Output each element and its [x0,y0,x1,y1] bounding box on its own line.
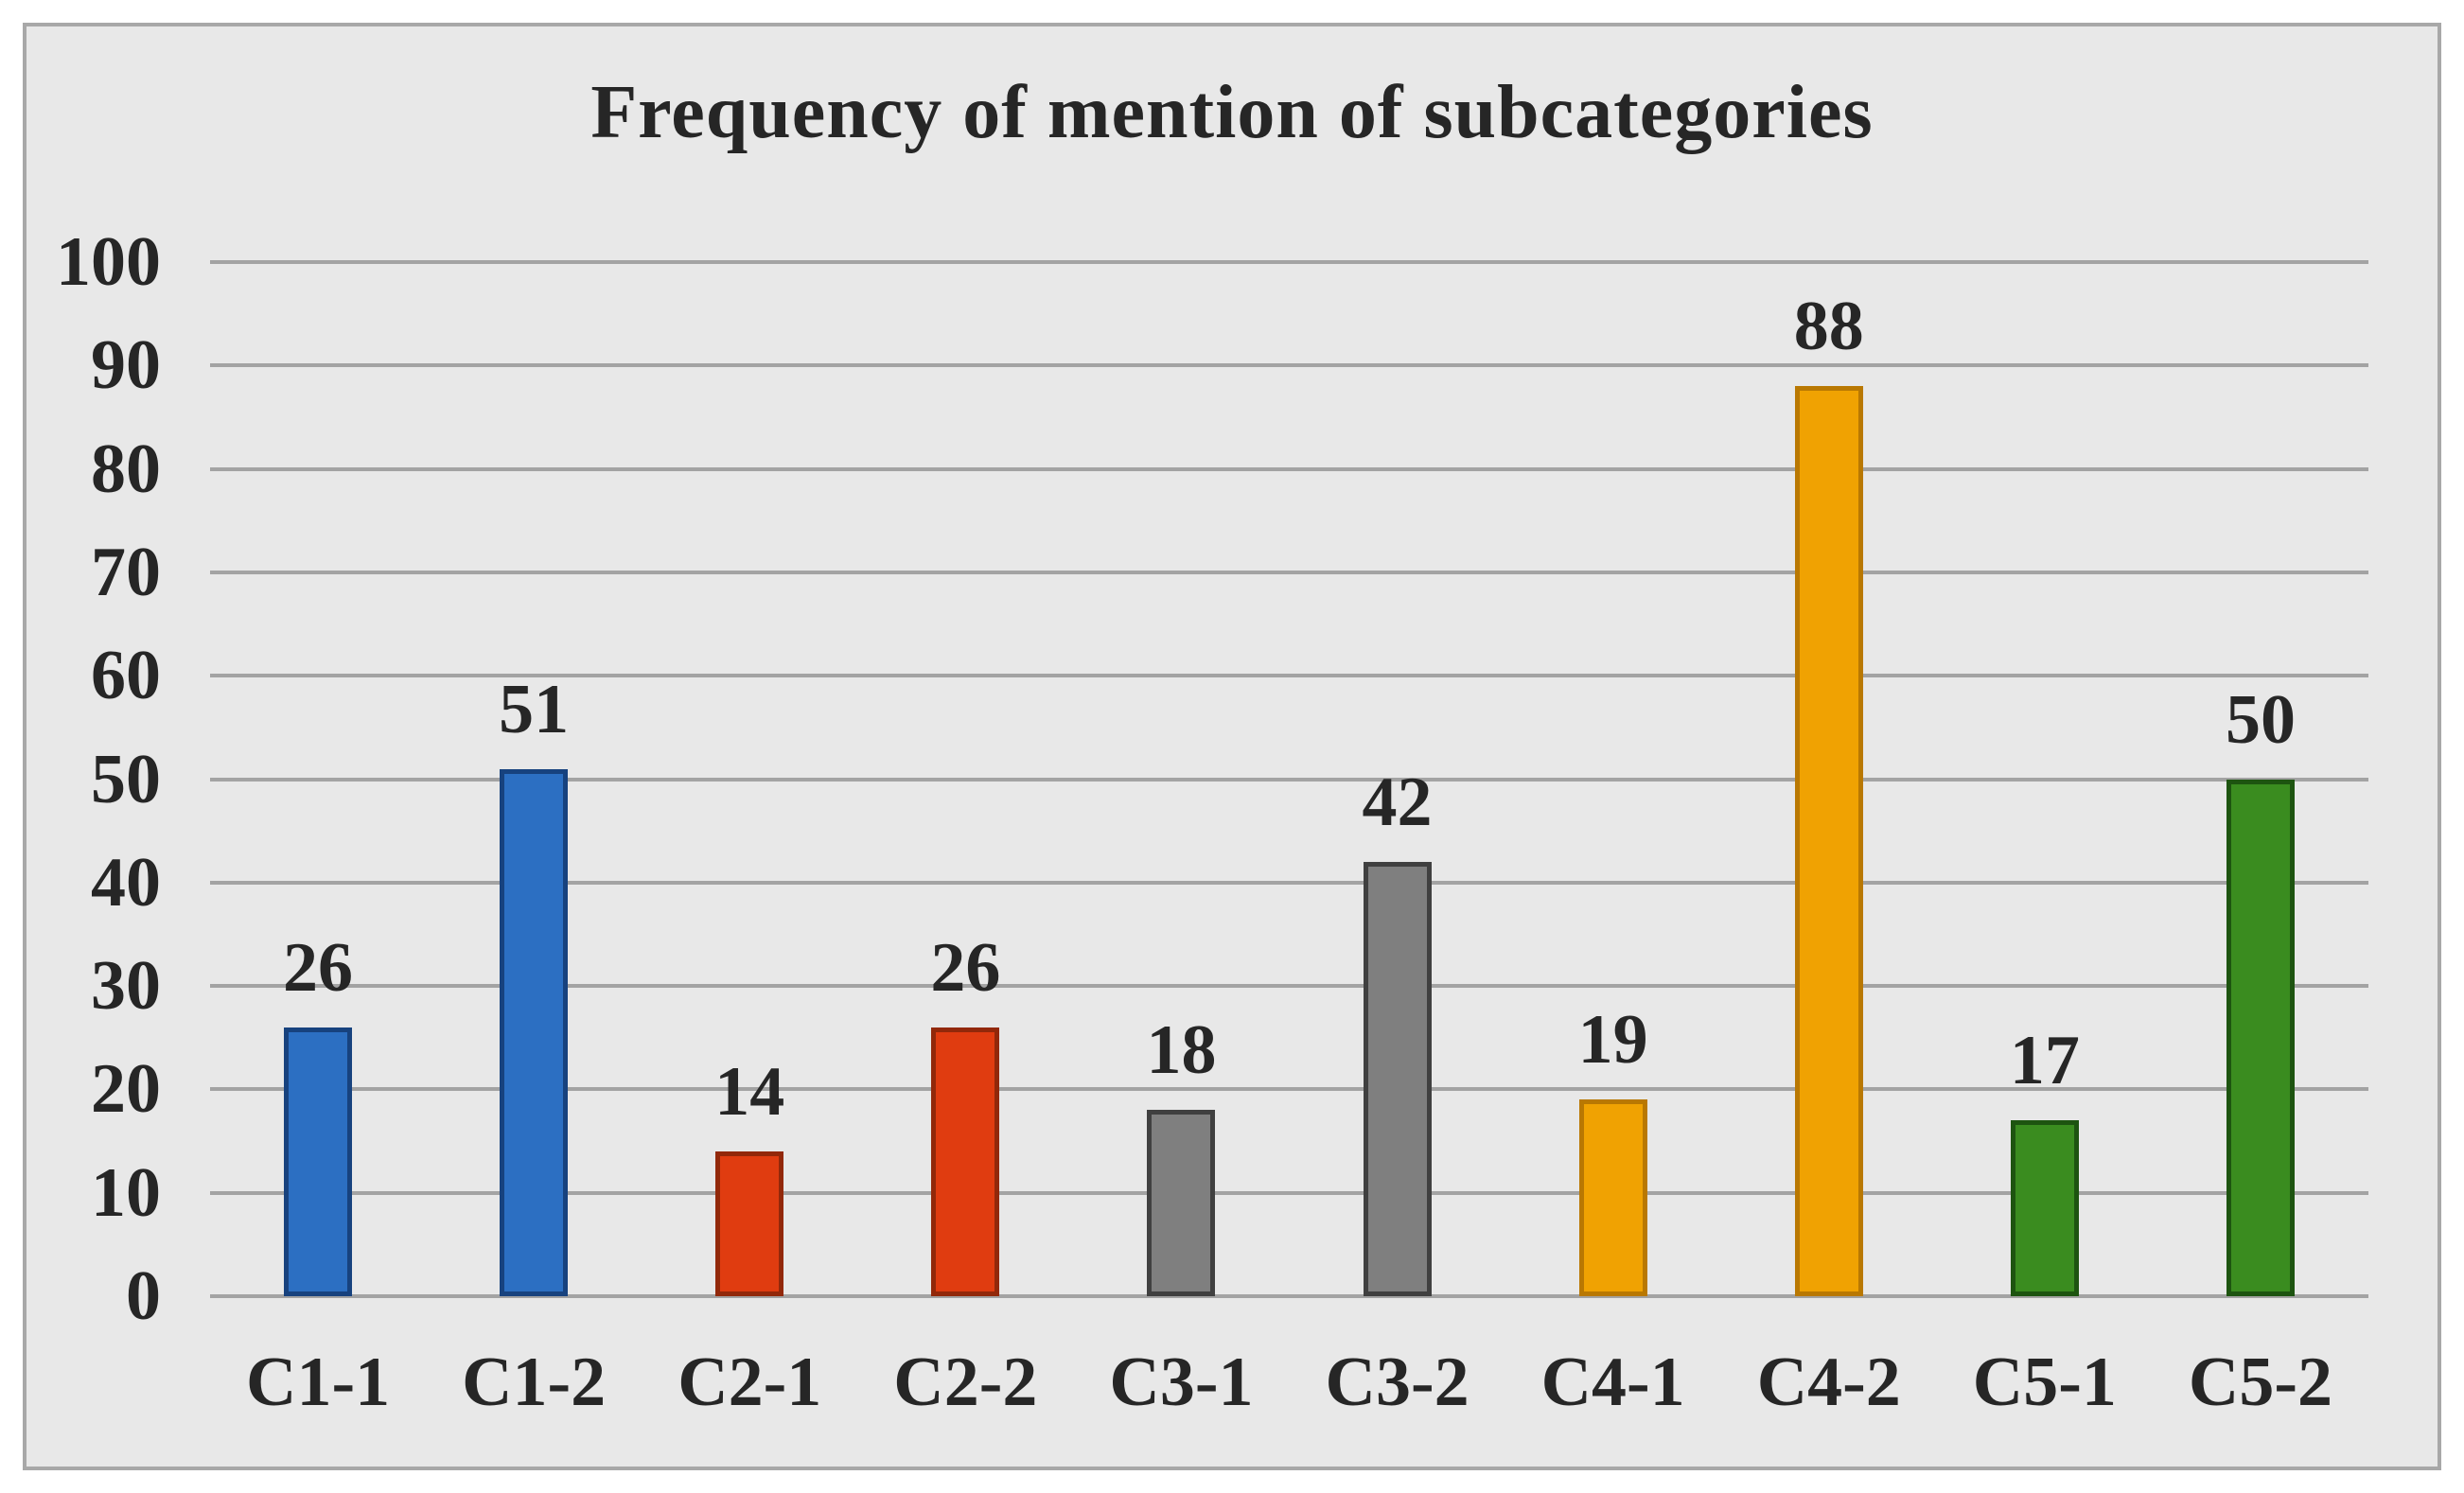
bar-value-label: 19 [1577,1001,1648,1080]
y-axis-tick-label: 40 [91,843,161,922]
gridline [210,570,2368,574]
chart-title: Frequency of mention of subcategories [590,71,1874,154]
bar-C4-1 [1578,1099,1647,1296]
y-axis-tick-label: 80 [91,430,161,508]
gridline [210,363,2368,368]
bar-value-label: 42 [1362,763,1433,841]
bar-C5-2 [2226,779,2295,1296]
gridline [210,1087,2368,1092]
x-axis-label: C5-1 [1972,1344,2117,1421]
bar-value-label: 18 [1146,1011,1217,1090]
x-axis-label: C4-2 [1756,1344,1901,1421]
y-axis-tick-label: 50 [91,740,161,818]
bar-C2-2 [931,1027,1000,1296]
y-axis-tick-label: 30 [91,947,161,1026]
bar-value-label: 51 [499,670,570,748]
gridline [210,777,2368,782]
x-axis-label: C4-1 [1540,1344,1685,1421]
y-axis-tick-label: 0 [126,1257,161,1335]
gridline [210,674,2368,678]
plot-area: 26 51 14 26 18 42 19 88 17 50 [210,260,2368,1298]
x-axis-label: C2-2 [893,1344,1038,1421]
gridline [210,466,2368,471]
gridline [210,1190,2368,1195]
y-axis-tick-label: 10 [91,1153,161,1232]
bar-C1-1 [284,1027,353,1296]
bar-C1-2 [500,768,569,1296]
bar-C3-2 [1363,861,1432,1296]
y-axis-tick-label: 90 [91,326,161,405]
bar-value-label: 14 [714,1052,785,1131]
bar-value-label: 17 [2009,1022,2080,1100]
bar-value-label: 50 [2225,680,2296,759]
bar-C2-1 [715,1150,784,1296]
x-axis-label: C3-2 [1325,1344,1470,1421]
x-axis-label: C1-1 [246,1344,391,1421]
x-axis-label: C1-2 [462,1344,607,1421]
bar-C4-2 [1794,386,1863,1296]
bar-value-label: 26 [283,928,354,1007]
gridline [210,984,2368,989]
gridline [210,880,2368,885]
y-axis-tick-label: 100 [56,223,161,301]
gridline [210,1294,2368,1298]
x-axis-label: C2-1 [678,1344,822,1421]
y-axis-tick-label: 70 [91,533,161,611]
bar-C5-1 [2010,1120,2079,1296]
x-axis-label: C5-2 [2188,1344,2332,1421]
x-axis-label: C3-1 [1109,1344,1254,1421]
y-axis-tick-label: 20 [91,1050,161,1129]
gridline [210,260,2368,264]
bar-value-label: 88 [1793,288,1864,366]
bar-C3-1 [1147,1110,1216,1296]
bar-value-label: 26 [930,928,1001,1007]
y-axis-tick-label: 60 [91,637,161,715]
